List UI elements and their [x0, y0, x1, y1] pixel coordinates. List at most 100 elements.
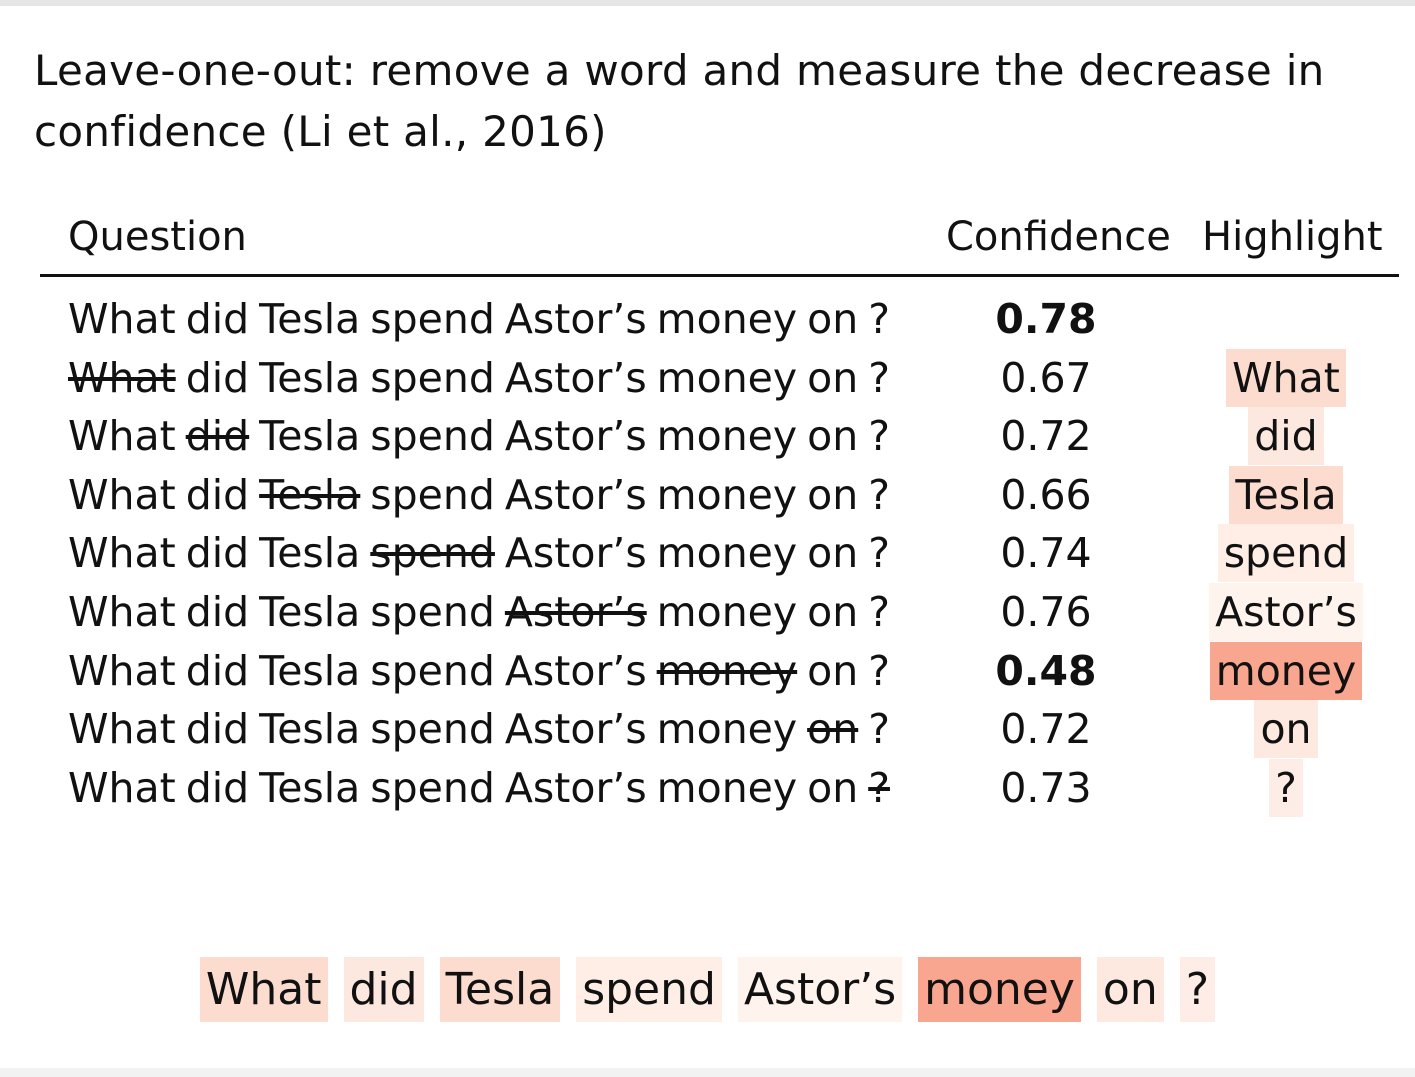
- highlight-cell: money: [1209, 642, 1363, 700]
- confidence-value: 0.76: [1000, 588, 1092, 636]
- question-word: did: [185, 705, 250, 753]
- confidence-value: 0.48: [995, 647, 1097, 695]
- question-word: spend: [370, 588, 495, 636]
- table-row: What did Tesla spend Astor’s money on? 0.76 Asto…: [0, 583, 1415, 641]
- question-word: ?: [868, 529, 890, 577]
- highlight-token: spend: [576, 957, 722, 1022]
- question-word: Astor’s: [504, 647, 647, 695]
- removed-word: money: [656, 647, 798, 695]
- table-row: What did Tesla spend Astor’s money on? 0.67 What: [0, 349, 1415, 407]
- removed-word: Astor’s: [504, 588, 647, 636]
- removed-word: spend: [370, 529, 495, 577]
- question-word: money: [656, 588, 798, 636]
- table-row: What did Tesla spend Astor’s money on? 0.66 Tesl…: [0, 466, 1415, 524]
- question-text: What did Tesla spend Astor’s money on?: [68, 524, 890, 582]
- table-row: What did Tesla spend Astor’s money on? 0.78: [0, 290, 1415, 348]
- header-question: Question: [68, 214, 247, 260]
- question-text: What did Tesla spend Astor’s money on?: [68, 466, 890, 524]
- header-highlight: Highlight: [1202, 214, 1383, 260]
- question-text: What did Tesla spend Astor’s money on?: [68, 700, 890, 758]
- question-word: ?: [868, 354, 890, 402]
- question-text: What did Tesla spend Astor’s money on?: [68, 583, 890, 641]
- highlight-token: Astor’s: [737, 957, 903, 1022]
- question-word: ?: [868, 471, 890, 519]
- question-text: What did Tesla spend Astor’s money on?: [68, 759, 890, 817]
- top-bar: [0, 0, 1415, 6]
- highlight-word: money: [1209, 642, 1363, 700]
- confidence-value: 0.67: [1000, 354, 1092, 402]
- table-row: What did Tesla spend Astor’s money on? 0.72 did: [0, 407, 1415, 465]
- question-word: money: [656, 412, 798, 460]
- question-word: Astor’s: [504, 705, 647, 753]
- question-word: did: [185, 588, 250, 636]
- question-word: money: [656, 529, 798, 577]
- question-word: ?: [868, 412, 890, 460]
- question-word: on: [807, 588, 859, 636]
- highlight-cell: did: [1214, 407, 1358, 465]
- question-word: What: [68, 471, 176, 519]
- question-text: What did Tesla spend Astor’s money on?: [68, 407, 890, 465]
- highlight-cell: What: [1214, 349, 1358, 407]
- highlight-token: money: [918, 957, 1081, 1022]
- question-word: spend: [370, 295, 495, 343]
- question-word: on: [807, 471, 859, 519]
- confidence-value: 0.72: [1000, 705, 1092, 753]
- slide-title: Leave-one-out: remove a word and measure…: [34, 46, 1325, 156]
- question-word: Tesla: [259, 588, 361, 636]
- highlight-word: Tesla: [1229, 466, 1343, 524]
- question-word: Astor’s: [504, 529, 647, 577]
- question-word: Tesla: [259, 295, 361, 343]
- confidence-value: 0.78: [995, 295, 1097, 343]
- table-row: What did Tesla spend Astor’s money on? 0.74 spen…: [0, 524, 1415, 582]
- highlight-word: spend: [1217, 524, 1355, 582]
- question-word: Astor’s: [504, 295, 647, 343]
- removed-word: on: [807, 705, 859, 753]
- question-word: money: [656, 764, 798, 812]
- question-word: on: [807, 354, 859, 402]
- question-word: ?: [868, 588, 890, 636]
- question-word: Tesla: [259, 412, 361, 460]
- question-word: What: [68, 647, 176, 695]
- question-word: spend: [370, 764, 495, 812]
- question-word: on: [807, 295, 859, 343]
- confidence-value: 0.72: [1000, 412, 1092, 460]
- question-word: spend: [370, 647, 495, 695]
- question-word: ?: [868, 705, 890, 753]
- highlight-token: What: [199, 957, 328, 1022]
- question-word: spend: [370, 471, 495, 519]
- highlight-cell: [1214, 290, 1358, 348]
- question-word: What: [68, 588, 176, 636]
- table-row: What did Tesla spend Astor’s money on? 0.48 mone…: [0, 642, 1415, 700]
- question-text: What did Tesla spend Astor’s money on?: [68, 642, 890, 700]
- question-word: Astor’s: [504, 354, 647, 402]
- question-word: spend: [370, 705, 495, 753]
- highlight-token: ?: [1179, 957, 1216, 1022]
- highlight-cell: ?: [1214, 759, 1358, 817]
- question-word: spend: [370, 354, 495, 402]
- question-text: What did Tesla spend Astor’s money on?: [68, 349, 890, 407]
- question-word: What: [68, 764, 176, 812]
- header-rule: [40, 274, 1399, 277]
- highlight-cell: Tesla: [1214, 466, 1358, 524]
- highlight-word: on: [1254, 700, 1318, 758]
- question-word: did: [185, 764, 250, 812]
- question-word: did: [185, 647, 250, 695]
- highlight-word: What: [1226, 349, 1346, 407]
- highlight-cell: on: [1214, 700, 1358, 758]
- removed-word: What: [68, 354, 176, 402]
- question-word: Tesla: [259, 529, 361, 577]
- highlight-token: Tesla: [439, 957, 561, 1022]
- question-word: What: [68, 412, 176, 460]
- bottom-bar: [0, 1068, 1415, 1077]
- question-word: money: [656, 471, 798, 519]
- confidence-value: 0.66: [1000, 471, 1092, 519]
- highlight-cell: spend: [1214, 524, 1358, 582]
- confidence-value: 0.74: [1000, 529, 1092, 577]
- question-word: Astor’s: [504, 412, 647, 460]
- question-word: What: [68, 295, 176, 343]
- question-word: did: [185, 295, 250, 343]
- table-row: What did Tesla spend Astor’s money on? 0.72 on: [0, 700, 1415, 758]
- question-word: on: [807, 412, 859, 460]
- question-word: Tesla: [259, 764, 361, 812]
- removed-word: ?: [868, 764, 890, 812]
